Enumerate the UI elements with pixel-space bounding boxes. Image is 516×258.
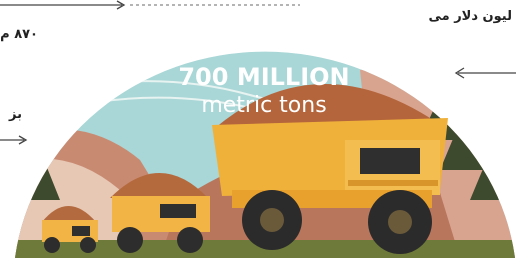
- shape: [72, 226, 90, 236]
- side-text: ۸۷۰ م: [0, 27, 38, 42]
- headline-amount: 700 MILLION: [178, 63, 349, 91]
- shape: [360, 148, 420, 174]
- side-text: بز: [8, 107, 22, 122]
- page: 700 MILLION metric tons لیون دلار می ۸۷۰…: [0, 0, 516, 258]
- infographic: 700 MILLION metric tons لیون دلار می ۸۷۰…: [0, 0, 516, 258]
- shape: [160, 204, 196, 218]
- shape: [117, 227, 143, 253]
- shape: [260, 208, 284, 232]
- shape: [44, 237, 60, 253]
- shape: [80, 237, 96, 253]
- shape: [388, 210, 412, 234]
- shape: [348, 180, 438, 186]
- side-text: لیون دلار می: [428, 9, 512, 24]
- headline-unit: metric tons: [201, 93, 326, 118]
- shape: [177, 227, 203, 253]
